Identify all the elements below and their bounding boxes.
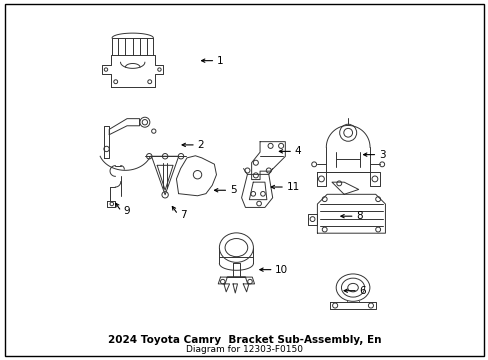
Text: 2: 2 (197, 140, 203, 150)
Text: 1: 1 (217, 56, 223, 66)
Text: 6: 6 (359, 286, 366, 296)
Text: 5: 5 (229, 185, 236, 195)
Text: 4: 4 (294, 147, 301, 156)
Text: 7: 7 (179, 210, 186, 220)
Text: 2024 Toyota Camry  Bracket Sub-Assembly, En: 2024 Toyota Camry Bracket Sub-Assembly, … (107, 335, 381, 345)
Text: 10: 10 (275, 265, 288, 275)
Text: Diagram for 12303-F0150: Diagram for 12303-F0150 (185, 346, 303, 354)
Text: 8: 8 (356, 211, 362, 221)
Text: 11: 11 (286, 182, 299, 192)
Text: 9: 9 (123, 206, 129, 216)
Text: 3: 3 (378, 150, 385, 159)
